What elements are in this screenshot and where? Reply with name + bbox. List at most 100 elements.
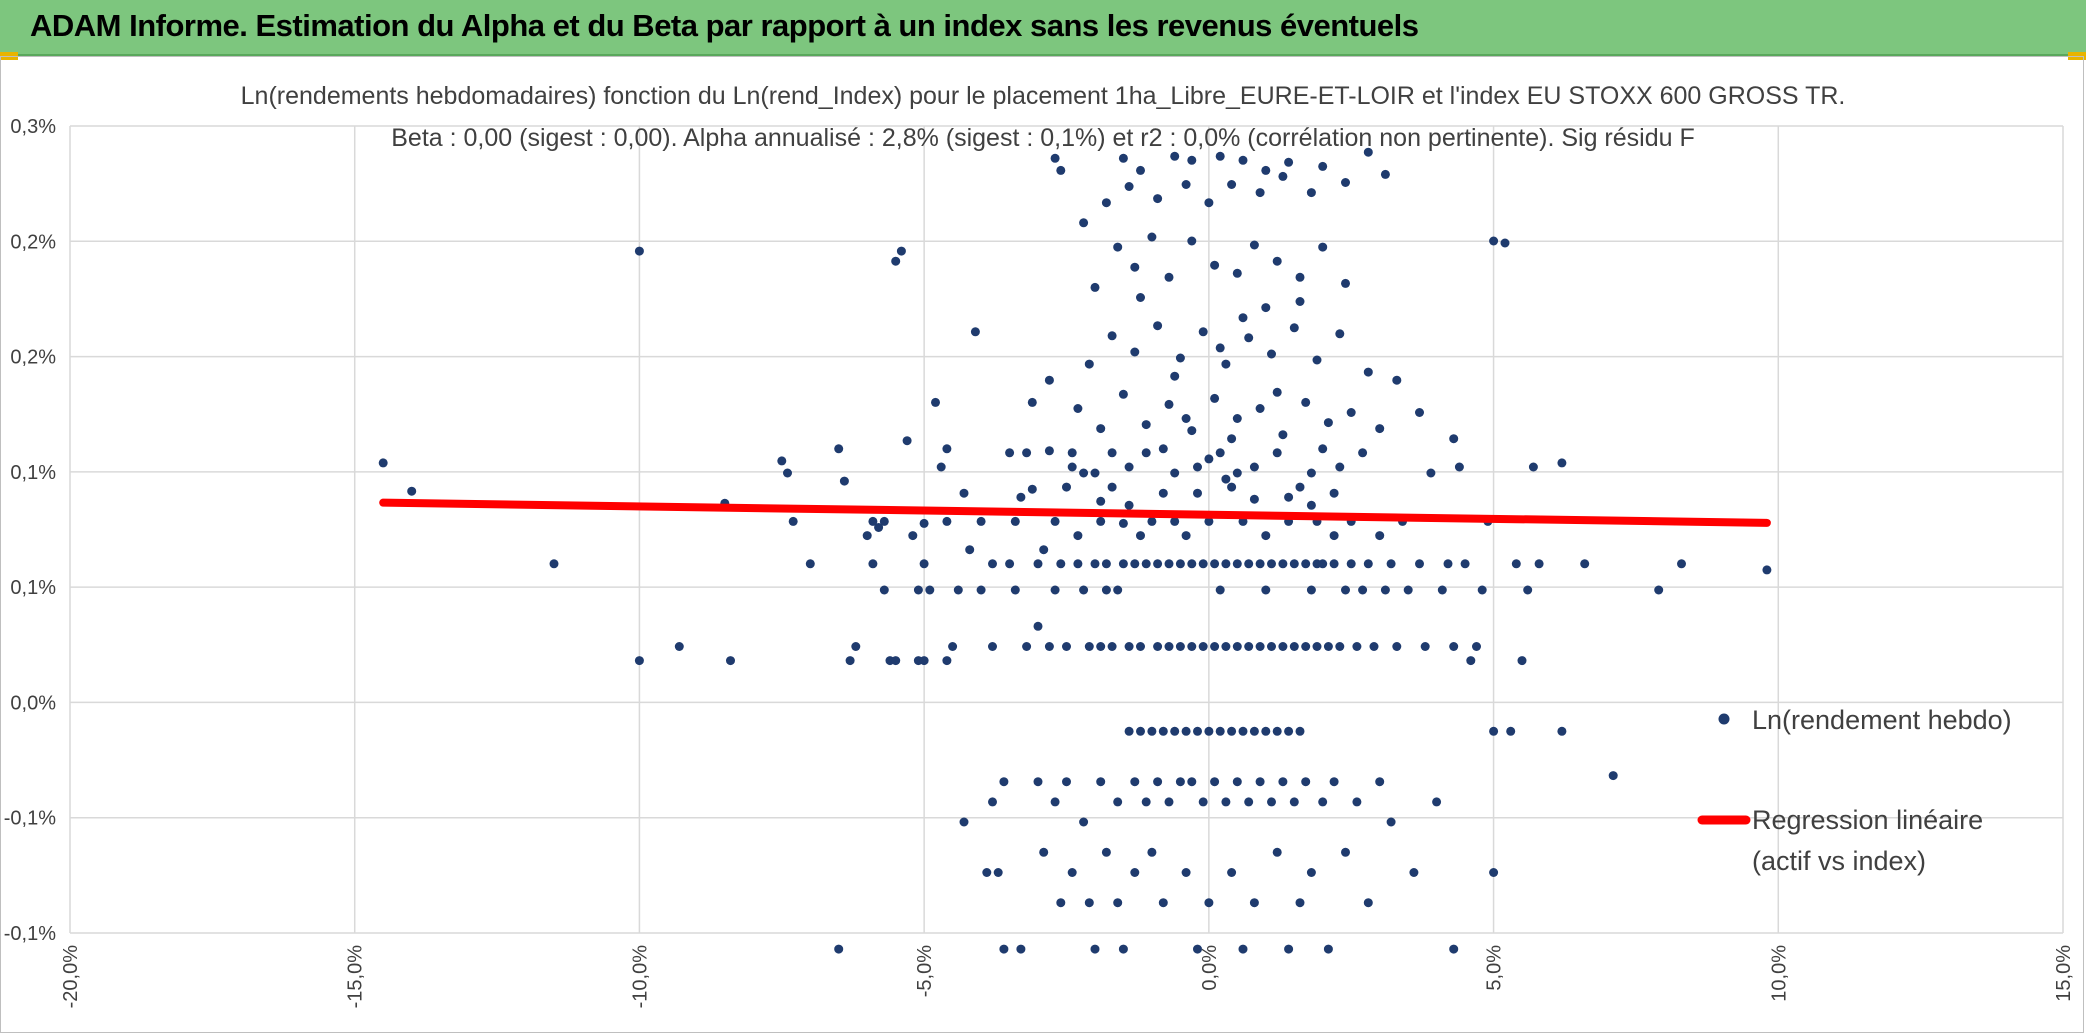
- data-point: [1449, 944, 1459, 954]
- data-point: [1375, 424, 1385, 434]
- data-point: [976, 585, 986, 595]
- data-point: [1352, 797, 1362, 807]
- data-point: [942, 444, 952, 454]
- data-point: [1187, 236, 1197, 246]
- data-point: [1050, 516, 1060, 526]
- data-point: [1363, 147, 1373, 157]
- data-point: [1193, 462, 1202, 472]
- data-point: [1608, 771, 1618, 781]
- data-point: [1295, 272, 1305, 282]
- data-point: [1170, 516, 1180, 526]
- data-point: [1153, 642, 1163, 651]
- data-point: [1130, 777, 1140, 787]
- data-point: [834, 944, 844, 954]
- data-point: [1170, 371, 1180, 381]
- data-point: [1227, 482, 1237, 492]
- data-point: [1118, 559, 1128, 569]
- data-point: [1306, 868, 1316, 877]
- data-point: [1232, 414, 1242, 423]
- data-point: [1153, 321, 1163, 331]
- data-point: [1022, 642, 1032, 651]
- x-tick-label: -10,0%: [629, 945, 651, 1009]
- data-point: [1044, 446, 1054, 456]
- data-point: [1261, 303, 1271, 313]
- data-point: [1056, 559, 1066, 569]
- data-point: [1386, 817, 1396, 827]
- data-point: [1096, 777, 1106, 787]
- data-point: [1101, 847, 1111, 857]
- data-point: [1130, 559, 1140, 569]
- data-point: [1187, 777, 1197, 787]
- data-point: [959, 817, 969, 827]
- data-point: [1261, 531, 1271, 541]
- data-point: [1124, 500, 1134, 510]
- data-point: [1238, 944, 1248, 954]
- data-point: [1301, 397, 1311, 407]
- data-point: [1272, 256, 1282, 266]
- data-point: [1477, 585, 1487, 595]
- data-point: [976, 516, 986, 526]
- data-point: [1329, 559, 1339, 569]
- data-point: [862, 531, 872, 541]
- data-point: [1044, 642, 1054, 651]
- x-tick-label: 5,0%: [1484, 945, 1506, 991]
- data-point: [919, 656, 929, 666]
- y-axis-ticks: -0,1% -0,1% 0,0% 0,1% 0,1% 0,2% 0,2% 0,3%: [4, 116, 56, 945]
- data-point: [1193, 488, 1202, 498]
- data-point: [1101, 559, 1111, 569]
- data-point: [1272, 387, 1282, 397]
- report-title: ADAM Informe. Estimation du Alpha et du …: [30, 8, 1419, 43]
- data-point: [1050, 585, 1060, 595]
- data-point: [1306, 188, 1316, 198]
- data-point: [1016, 944, 1026, 954]
- data-point: [1261, 165, 1271, 175]
- data-point: [1295, 898, 1305, 908]
- data-point: [1341, 585, 1350, 595]
- data-point: [1255, 404, 1265, 413]
- data-point: [1181, 180, 1191, 189]
- data-point: [1113, 585, 1123, 595]
- x-axis-ticks: -20,0% -15,0% -10,0% -5,0% 0,0% 5,0% 10,0% 15,0…: [60, 945, 2075, 1009]
- data-point: [891, 656, 901, 666]
- data-point: [1318, 161, 1328, 171]
- data-point: [1181, 726, 1191, 736]
- data-point: [783, 468, 792, 478]
- data-point: [1175, 559, 1185, 569]
- data-point: [1221, 797, 1231, 807]
- data-point: [1306, 468, 1316, 478]
- data-point: [1255, 777, 1265, 787]
- data-point: [1010, 516, 1020, 526]
- regression-line-segment: [379, 498, 1771, 527]
- data-point: [1158, 898, 1168, 908]
- data-point: [1528, 462, 1538, 472]
- data-point: [1164, 797, 1174, 807]
- data-point: [1079, 585, 1089, 595]
- data-point: [788, 516, 798, 526]
- data-point: [1500, 238, 1510, 248]
- data-point: [1187, 559, 1197, 569]
- data-point: [1073, 531, 1083, 541]
- data-point: [1141, 448, 1151, 458]
- data-point: [1346, 559, 1356, 569]
- data-point: [1170, 151, 1180, 161]
- data-point: [1210, 777, 1220, 787]
- data-point: [1278, 559, 1288, 569]
- data-point: [1147, 726, 1157, 736]
- data-point: [1204, 726, 1214, 736]
- data-point: [1267, 642, 1276, 651]
- data-point: [1249, 898, 1259, 908]
- data-point: [1227, 868, 1237, 877]
- x-tick-label: 0,0%: [1199, 945, 1221, 991]
- data-point: [1363, 559, 1373, 569]
- data-point: [1073, 404, 1083, 413]
- data-point: [634, 246, 644, 256]
- data-point: [1306, 585, 1316, 595]
- data-point: [1318, 444, 1328, 454]
- data-point: [1090, 559, 1100, 569]
- data-point: [1437, 585, 1447, 595]
- data-point: [1420, 642, 1430, 651]
- data-point: [925, 585, 935, 595]
- data-point: [936, 462, 946, 472]
- data-point: [1472, 642, 1481, 651]
- data-point: [1335, 462, 1345, 472]
